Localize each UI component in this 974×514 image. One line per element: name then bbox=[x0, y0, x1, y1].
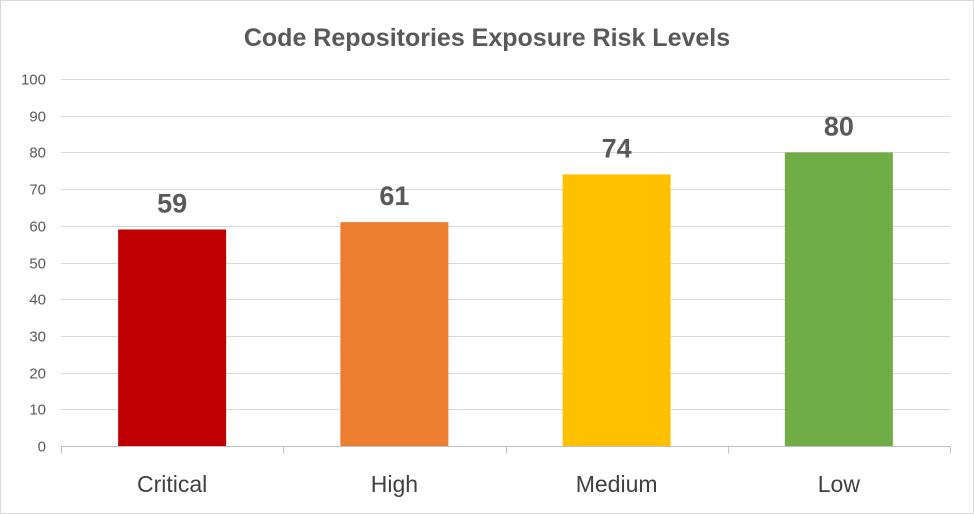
bar-low bbox=[784, 152, 893, 446]
category-labels: Critical High Medium Low bbox=[137, 471, 860, 497]
y-tick-label: 20 bbox=[29, 366, 46, 383]
x-axis bbox=[61, 446, 951, 454]
data-label-high: 61 bbox=[379, 181, 409, 211]
data-labels: 59 61 74 80 bbox=[157, 111, 854, 218]
y-tick-label: 90 bbox=[29, 109, 46, 126]
y-tick-label: 30 bbox=[29, 329, 46, 346]
y-tick-label: 0 bbox=[38, 439, 46, 456]
bar-medium bbox=[562, 174, 671, 447]
bars bbox=[118, 152, 893, 447]
y-tick-label: 60 bbox=[29, 219, 46, 236]
bar-critical bbox=[118, 229, 227, 446]
data-label-critical: 59 bbox=[157, 188, 187, 218]
bar-high bbox=[340, 222, 449, 446]
y-tick-label: 10 bbox=[29, 402, 46, 419]
y-tick-label: 70 bbox=[29, 182, 46, 199]
y-axis-ticks: 0 10 20 30 40 50 60 70 80 90 100 bbox=[21, 72, 46, 456]
data-label-medium: 74 bbox=[602, 133, 632, 163]
y-tick-label: 50 bbox=[29, 256, 46, 273]
y-tick-label: 80 bbox=[29, 145, 46, 162]
y-tick-label: 100 bbox=[21, 72, 46, 89]
y-tick-label: 40 bbox=[29, 292, 46, 309]
chart-title: Code Repositories Exposure Risk Levels bbox=[244, 24, 730, 52]
category-label-medium: Medium bbox=[576, 471, 658, 497]
category-label-low: Low bbox=[818, 471, 861, 497]
category-label-high: High bbox=[371, 471, 418, 497]
category-label-critical: Critical bbox=[137, 471, 207, 497]
data-label-low: 80 bbox=[824, 111, 854, 141]
